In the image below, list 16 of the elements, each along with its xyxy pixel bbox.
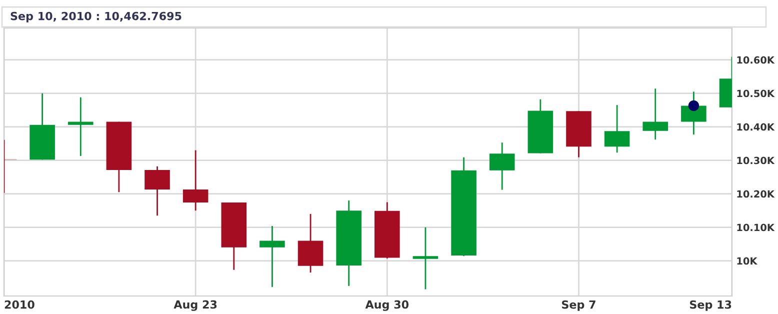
candlestick	[412, 226, 438, 290]
candlestick	[68, 96, 94, 157]
y-tick-label: 10.20K	[737, 190, 775, 198]
y-tick-label: 10.10K	[737, 224, 775, 232]
x-tick-label: Sep 13	[690, 300, 732, 311]
text: Sep 10, 2010 : 10,462.7695	[10, 12, 182, 22]
y-tick-label: 10.50K	[737, 90, 775, 98]
x-tick-label: Aug 23	[174, 300, 217, 311]
x-tick-label: Aug 30	[365, 300, 409, 311]
y-tick-label: 10.30K	[737, 156, 775, 164]
x-tick-label: Sep 7	[562, 300, 596, 311]
y-tick-label: 10K	[737, 257, 758, 265]
candlestick	[260, 225, 285, 288]
x-tick-label: 2010	[4, 300, 34, 309]
y-tick-label: 10.60K	[737, 56, 775, 64]
y-tick-label: 10.40K	[737, 123, 775, 131]
